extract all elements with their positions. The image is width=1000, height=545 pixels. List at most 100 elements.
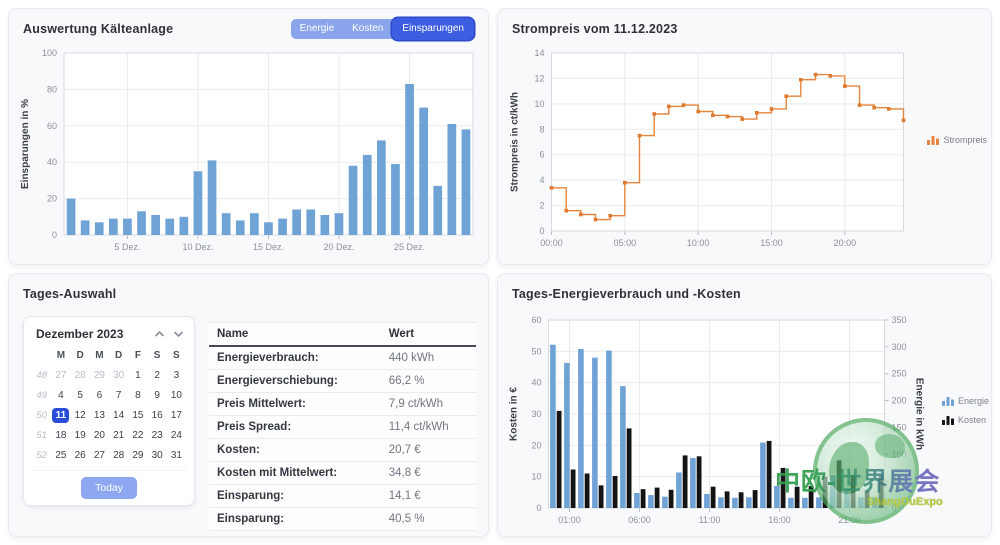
table-row: Einsparung: 14,1 € [209,484,476,508]
strompreis-point-11 [711,113,715,118]
day-label: 28 [113,449,125,461]
x-tick-label: 10 Dez. [182,242,213,252]
calendar-day-23[interactable]: 23 [148,425,167,445]
week-number: 48 [36,369,47,381]
stat-name: Preis Spread: [209,415,381,439]
energie-button[interactable]: Energie [290,19,344,39]
strompreis-point-3 [593,217,598,222]
calendar-day-16[interactable]: 16 [148,405,167,425]
calendar-day-17[interactable]: 17 [167,405,186,425]
energie-bar-h3 [592,357,598,508]
day-label: 22 [132,429,144,441]
day-label: 5 [77,389,83,401]
kosten-bar-h16 [780,467,786,508]
strompreis-point-16 [784,94,788,98]
einsparung-bar-day-14 [250,213,259,235]
energie-bar-h12 [718,497,724,508]
stats-table-wrap: Name Wert Energieverbrauch: 440 kWh Energi… [209,322,476,531]
kosten-bar-h4 [612,476,618,508]
stats-header-wert: Wert [380,322,476,347]
axis-label: 60 [47,121,57,131]
einsparung-bar-day-21 [348,165,358,235]
calendar-day-11[interactable]: 11 [51,405,70,425]
kosten-button[interactable]: Kosten [343,19,393,39]
einsparung-bar-day-8 [165,218,175,235]
calendar-day-25[interactable]: 25 [51,445,70,465]
strompreis-point-17 [799,77,803,82]
einsparung-bar-day-24 [391,164,400,235]
calendar-day-12[interactable]: 12 [71,405,90,425]
x-tick-label: 06:00 [628,515,651,525]
calendar-day-28[interactable]: 28 [71,365,90,385]
x-tick-label: 00:00 [540,238,563,248]
calendar-day-18[interactable]: 18 [51,425,70,445]
strompreis-point-20 [843,84,847,88]
strompreis-point-9 [681,103,686,107]
calendar-day-9[interactable]: 9 [148,385,167,405]
calendar-day-29[interactable]: 29 [128,445,147,465]
calendar-day-24[interactable]: 24 [167,425,186,445]
calendar-day-3[interactable]: 3 [167,365,186,385]
strompreis-point-18 [813,72,818,77]
calendar-day-20[interactable]: 20 [90,425,109,445]
day-label: 7 [115,389,122,401]
calendar-day-2[interactable]: 2 [148,365,167,385]
axis-label: 0 [892,503,897,513]
selected-day: 11 [52,407,70,423]
strompreis-point-22 [872,105,876,110]
calendar-day-7[interactable]: 7 [109,385,128,405]
week-number: 49 [36,389,47,401]
panel-strompreis-title: Strompreis vom 11.12.2023 [512,22,678,36]
day-label: 15 [132,409,144,421]
axis-label: 300 [892,342,907,352]
calendar-day-19[interactable]: 19 [71,425,90,445]
day-label: 27 [55,369,67,381]
kosten-bar-h9 [682,455,688,508]
einsparungen-button[interactable]: Einsparungen [392,18,474,40]
calendar-day-1[interactable]: 1 [128,365,147,385]
calendar-day-13[interactable]: 13 [90,405,109,425]
einsparung-bar-day-19 [320,215,330,235]
x-tick-label: 20 Dez. [324,242,355,252]
weekday-header: F [134,349,141,361]
day-label: 24 [170,429,182,441]
calendar-day-14[interactable]: 14 [109,405,128,425]
today-button[interactable]: Today [80,477,138,499]
calendar-day-30[interactable]: 30 [109,365,128,385]
stat-name: Einsparung: [209,507,381,531]
y-axis-title: Strompreis in ct/kWh [510,92,521,192]
panel-strompreis-header: Strompreis vom 11.12.2023 [498,9,991,43]
einsparung-bar-day-12 [221,213,231,235]
calendar-day-5[interactable]: 5 [71,385,90,405]
calendar-day-26[interactable]: 26 [71,445,90,465]
calendar-day-28[interactable]: 28 [109,445,128,465]
kosten-bar-h5 [626,428,632,508]
calendar-day-22[interactable]: 22 [128,425,147,445]
day-label: 27 [93,449,105,461]
calendar-day-4[interactable]: 4 [51,385,70,405]
stat-name: Preis Mittelwert: [209,392,381,416]
y-axis-title: Einsparungen in % [20,99,31,189]
calendar-day-27[interactable]: 27 [51,365,70,385]
calendar-day-30[interactable]: 30 [148,445,167,465]
calendar-day-15[interactable]: 15 [128,405,147,425]
calendar-day-8[interactable]: 8 [128,385,147,405]
calendar-day-21[interactable]: 21 [109,425,128,445]
x-tick-label: 11:00 [699,515,721,525]
einsparung-bar-day-20 [334,213,344,235]
calendar-day-6[interactable]: 6 [90,385,109,405]
calendar-day-10[interactable]: 10 [167,385,186,405]
calendar-day-29[interactable]: 29 [90,365,109,385]
calendar-day-27[interactable]: 27 [90,445,109,465]
calendar-day-31[interactable]: 31 [167,445,186,465]
calendar-next-month-icon[interactable] [173,330,184,338]
calendar-footer: Today [32,470,186,499]
tagesenergie-chart: 0 10 20 30 40 50 60 0 50 100 150 200 250 300 350 01:00 0… [509,315,925,525]
day-label: 19 [74,429,86,441]
calendar-prev-month-icon[interactable] [154,330,165,338]
einsparung-bar-day-28 [447,124,457,235]
panel-auswertung-header: Auswertung Kälteanlage Energie Kosten Ei… [9,9,488,43]
day-label: 23 [151,429,163,441]
stat-name: Energieverschiebung: [209,369,381,393]
energie-bar-h17 [788,497,794,508]
